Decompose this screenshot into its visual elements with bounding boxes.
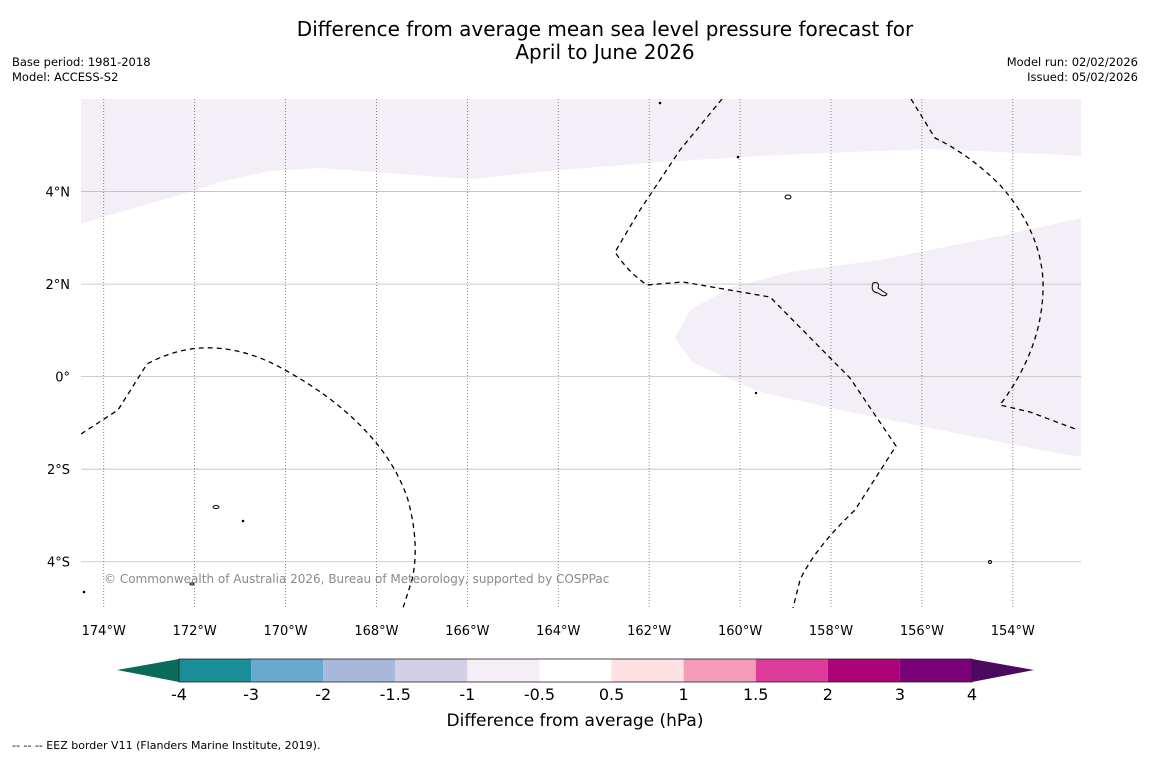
colorbar-tick-label: 2 [823, 685, 833, 704]
colorbar-segment [395, 659, 468, 682]
colorbar-segment [539, 659, 612, 682]
colorbar-tick-label: -2 [315, 685, 331, 704]
anomaly-region-north [81, 99, 1081, 224]
lat-tick-label: 4°N [46, 186, 71, 201]
island-dot-3 [736, 155, 740, 159]
colorbar-segment [683, 659, 756, 682]
island-dot-2 [658, 101, 662, 105]
model-text: Model: ACCESS-S2 [12, 70, 119, 84]
colorbar-tick-label: -1 [459, 685, 475, 704]
island-dot-4 [754, 391, 758, 395]
colorbar-tick-label: 3 [895, 685, 905, 704]
model-run-text: Model run: 02/02/2026 [1006, 55, 1138, 69]
lon-tick-label: 166°W [445, 624, 489, 639]
colorbar-segment [827, 659, 900, 682]
anomaly-region-east [675, 218, 1081, 457]
base-period-text: Base period: 1981-2018 [12, 55, 151, 69]
island-kiritimati [871, 282, 888, 297]
island-dot-5 [82, 590, 86, 594]
lon-tick-label: 170°W [263, 624, 307, 639]
lon-tick-label: 156°W [900, 624, 944, 639]
lon-tick-label: 174°W [82, 624, 126, 639]
lon-tick-label: 172°W [173, 624, 217, 639]
lon-tick-label: 162°W [627, 624, 671, 639]
copyright-text: © Commonwealth of Australia 2026, Bureau… [104, 572, 609, 586]
info-left: Base period: 1981-2018 Model: ACCESS-S2 [12, 55, 151, 85]
colorbar-segment [611, 659, 684, 682]
lat-grid [81, 191, 1081, 563]
eez-border-east [910, 99, 1079, 431]
islands [82, 101, 992, 594]
eez-borders [81, 99, 1079, 608]
eez-border-line-islands [614, 99, 897, 608]
colorbar-tick-label: -3 [243, 685, 259, 704]
lon-tick-label: 164°W [536, 624, 580, 639]
colorbar-segment [179, 659, 252, 682]
footer-legend: -- -- -- EEZ border V11 (Flanders Marine… [12, 739, 321, 752]
lon-grid [103, 99, 1014, 608]
island-south-west [212, 505, 220, 509]
lat-tick-label: 2°S [47, 463, 70, 478]
lon-tick-label: 160°W [718, 624, 762, 639]
colorbar-segments [178, 658, 973, 683]
lat-tick-labels: 4°N 2°N 0° 2°S 4°S [46, 186, 71, 571]
colorbar-tick-label: 4 [967, 685, 977, 704]
colorbar-tick-label: -4 [171, 685, 187, 704]
colorbar: -4 -3 -2 -1.5 -1 -0.5 0.5 1 1.5 2 3 4 Difference fr… [117, 658, 1034, 731]
lat-tick-label: 0° [55, 371, 70, 386]
colorbar-high-extension [972, 659, 1034, 682]
colorbar-segment [323, 659, 396, 682]
colorbar-tick-labels: -4 -3 -2 -1.5 -1 -0.5 0.5 1 1.5 2 3 4 [171, 685, 977, 704]
map-panel: © Commonwealth of Australia 2026, Bureau… [81, 99, 1081, 608]
colorbar-tick-label: 1 [679, 685, 689, 704]
issued-text: Issued: 05/02/2026 [1027, 70, 1138, 84]
lon-tick-label: 154°W [991, 624, 1035, 639]
colorbar-segment [899, 659, 972, 682]
island-dot-1 [241, 519, 245, 523]
map-title: Difference from average mean sea level p… [250, 18, 960, 64]
colorbar-tick-label: 1.5 [743, 685, 768, 704]
colorbar-tick-label: 0.5 [599, 685, 624, 704]
title-line-1: Difference from average mean sea level p… [296, 17, 914, 41]
island-small-2 [988, 560, 992, 564]
colorbar-segment [467, 659, 540, 682]
lat-tick-label: 2°N [46, 278, 71, 293]
colorbar-tick-label: -1.5 [380, 685, 411, 704]
island-small-1 [189, 582, 195, 586]
lon-tick-label: 158°W [809, 624, 853, 639]
eez-border-kiribati-west [81, 347, 416, 608]
lon-tick-label: 168°W [354, 624, 398, 639]
island-jarvis-area [784, 194, 792, 200]
colorbar-tick-label: -0.5 [524, 685, 555, 704]
lon-tick-labels: 174°W 172°W 170°W 168°W 166°W 164°W 162°W 160°W… [82, 624, 1035, 639]
lat-tick-label: 4°S [47, 556, 70, 571]
title-line-2: April to June 2026 [515, 40, 695, 64]
colorbar-segment [251, 659, 324, 682]
colorbar-low-extension [117, 659, 179, 682]
colorbar-segment [755, 659, 828, 682]
info-right: Model run: 02/02/2026 Issued: 05/02/2026 [1007, 55, 1138, 85]
colorbar-label: Difference from average (hPa) [447, 711, 704, 731]
